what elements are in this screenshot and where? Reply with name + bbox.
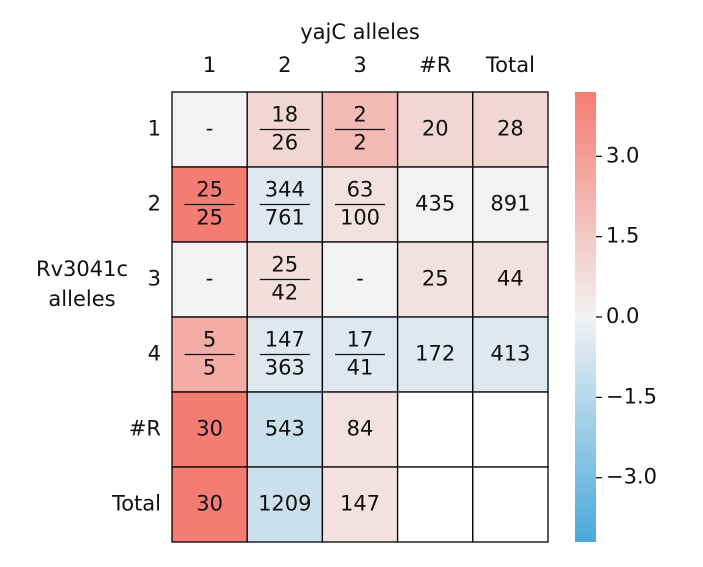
heatmap-cell bbox=[246, 466, 324, 543]
row-label: #R bbox=[129, 417, 161, 441]
cell-denominator: 5 bbox=[203, 356, 216, 380]
heatmap-cell bbox=[472, 391, 549, 468]
cell-label: 413 bbox=[490, 342, 530, 366]
column-label: #R bbox=[419, 53, 451, 77]
cell-denominator: 25 bbox=[196, 206, 223, 230]
cell-denominator: 41 bbox=[347, 356, 374, 380]
cell-numerator: 17 bbox=[347, 328, 374, 352]
cell-label: - bbox=[206, 267, 214, 291]
heatmap-cell bbox=[396, 166, 474, 243]
cell-label: 891 bbox=[490, 192, 530, 216]
row-label: Total bbox=[111, 492, 161, 516]
heatmap-cell bbox=[396, 316, 474, 393]
cell-label: 30 bbox=[196, 492, 223, 516]
cell-label: 20 bbox=[422, 117, 449, 141]
heatmap-cell bbox=[321, 391, 399, 468]
cell-label: 147 bbox=[340, 492, 380, 516]
cell-denominator: 761 bbox=[265, 206, 305, 230]
cell-label: 84 bbox=[347, 417, 374, 441]
cell-label: 28 bbox=[497, 117, 524, 141]
cell-label: 543 bbox=[265, 417, 305, 441]
heatmap-cell bbox=[396, 241, 474, 318]
cell-denominator: 42 bbox=[271, 281, 298, 305]
cell-label: 172 bbox=[415, 342, 455, 366]
row-label: 2 bbox=[148, 192, 161, 216]
cell-label: 1209 bbox=[258, 492, 311, 516]
cell-label: 435 bbox=[415, 192, 455, 216]
row-label: 4 bbox=[148, 342, 161, 366]
heatmap-cell bbox=[321, 241, 399, 318]
heatmap-cell bbox=[321, 466, 399, 543]
cell-label: 25 bbox=[422, 267, 449, 291]
colorbar-tick-label: −1.5 bbox=[606, 384, 657, 408]
cell-denominator: 363 bbox=[265, 356, 305, 380]
cell-label: - bbox=[356, 267, 364, 291]
heatmap-cell bbox=[396, 91, 474, 168]
cell-numerator: 5 bbox=[203, 328, 216, 352]
heatmap-cell bbox=[171, 391, 248, 468]
colorbar-tick-label: 1.5 bbox=[606, 224, 639, 248]
cell-numerator: 63 bbox=[347, 178, 374, 202]
cell-denominator: 100 bbox=[340, 206, 380, 230]
cell-numerator: 25 bbox=[196, 178, 223, 202]
cell-denominator: 2 bbox=[353, 131, 366, 155]
cell-denominator: 26 bbox=[271, 131, 298, 155]
column-label: 1 bbox=[203, 53, 216, 77]
cell-label: 30 bbox=[196, 417, 223, 441]
heatmap-cell bbox=[396, 466, 474, 543]
cell-numerator: 18 bbox=[271, 103, 298, 127]
heatmap-cell bbox=[472, 91, 549, 168]
cell-label: - bbox=[206, 117, 214, 141]
heatmap-cell bbox=[472, 466, 549, 543]
heatmap-cell bbox=[171, 241, 248, 318]
colorbar-tick-label: 0.0 bbox=[606, 304, 639, 328]
cell-numerator: 25 bbox=[271, 253, 298, 277]
column-label: Total bbox=[485, 53, 535, 77]
colorbar bbox=[575, 92, 596, 542]
heatmap-cell bbox=[396, 391, 474, 468]
cell-label: 44 bbox=[497, 267, 524, 291]
heatmap-cell bbox=[246, 391, 324, 468]
row-label: 1 bbox=[148, 117, 161, 141]
heatmap-cell bbox=[171, 91, 248, 168]
cell-numerator: 344 bbox=[265, 178, 305, 202]
heatmap-cell bbox=[472, 241, 549, 318]
heatmap-cell bbox=[472, 316, 549, 393]
heatmap-cell bbox=[171, 466, 248, 543]
chart-title: yajC alleles bbox=[300, 20, 420, 44]
row-label: 3 bbox=[148, 267, 161, 291]
colorbar-tick-label: −3.0 bbox=[606, 465, 657, 489]
colorbar-tick-label: 3.0 bbox=[606, 143, 639, 167]
column-label: 2 bbox=[278, 53, 291, 77]
cell-numerator: 2 bbox=[353, 103, 366, 127]
heatmap-cell bbox=[472, 166, 549, 243]
y-axis-label: Rv3041c bbox=[36, 257, 128, 281]
column-label: 3 bbox=[353, 53, 366, 77]
cell-numerator: 147 bbox=[265, 328, 305, 352]
y-axis-label: alleles bbox=[48, 287, 115, 311]
